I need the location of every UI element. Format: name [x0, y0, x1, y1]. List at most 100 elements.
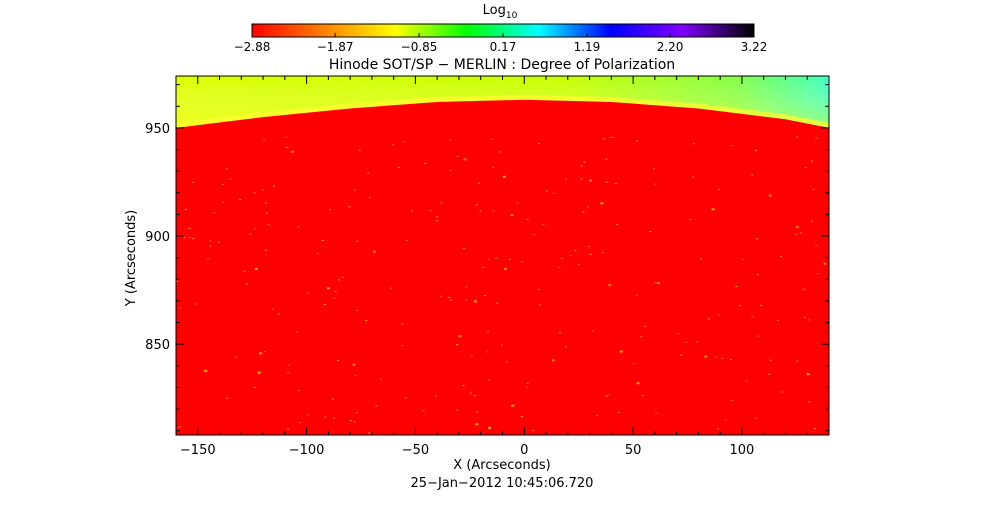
speckle [811, 160, 814, 162]
speckle [823, 262, 827, 265]
speckle [580, 178, 583, 180]
colorbar-tick-label: 0.17 [490, 40, 517, 54]
speckle [731, 400, 734, 402]
speckle [285, 136, 288, 138]
speckle [482, 266, 485, 268]
speckle [700, 258, 703, 260]
speckle [449, 299, 452, 301]
speckle [632, 363, 635, 365]
speckle [473, 395, 476, 397]
speckle [448, 296, 451, 298]
speckle [264, 202, 267, 204]
speckle [724, 419, 727, 421]
speckle [537, 289, 540, 291]
speckle [297, 390, 300, 392]
speckle [614, 182, 617, 184]
speckle [456, 344, 459, 346]
speckle [496, 302, 499, 304]
speckle [511, 404, 515, 407]
speckle [263, 139, 266, 141]
speckle [589, 179, 593, 182]
speckle [539, 304, 542, 306]
speckle [296, 331, 299, 333]
speckle [587, 246, 590, 248]
speckle [558, 332, 561, 334]
x-tick-label: −50 [402, 443, 429, 458]
speckle [483, 295, 486, 297]
speckle [757, 335, 760, 337]
speckle [429, 210, 432, 212]
speckle [253, 192, 256, 194]
speckle [606, 181, 609, 183]
timestamp-footer: 25−Jan−2012 10:45:06.720 [411, 476, 594, 491]
x-tick-label: 100 [730, 443, 755, 458]
speckle [245, 283, 248, 285]
speckle [718, 188, 721, 190]
speckle [207, 258, 210, 260]
speckle [478, 182, 481, 184]
speckle [356, 309, 359, 311]
speckle [463, 248, 466, 250]
speckle [545, 190, 548, 192]
speckle [531, 430, 534, 432]
colorbar: Log10 −2.88 −1.87 −0.85 0.17 1.19 2.20 3.22 [234, 3, 768, 54]
speckle [257, 371, 261, 374]
speckle [405, 239, 408, 241]
speckle [352, 363, 356, 366]
speckle [254, 267, 258, 270]
x-tick-label: −100 [289, 443, 325, 458]
speckle [287, 372, 290, 374]
speckle [259, 352, 263, 355]
speckle [225, 168, 228, 170]
speckle [816, 273, 819, 275]
speckle [473, 300, 477, 303]
speckle [176, 280, 179, 282]
speckle [486, 351, 489, 353]
x-tick-label: −150 [180, 443, 216, 458]
speckle [745, 380, 748, 382]
speckle [307, 414, 310, 416]
speckle [287, 428, 290, 430]
speckle [353, 421, 356, 423]
speckle [503, 267, 507, 270]
speckle [404, 397, 407, 399]
speckle [607, 394, 610, 396]
speckle [677, 332, 680, 334]
speckle [492, 166, 495, 168]
speckle [264, 249, 267, 251]
speckle [495, 257, 498, 259]
speckle [558, 267, 561, 269]
speckle [209, 245, 212, 247]
speckle [488, 426, 492, 429]
speckle [577, 264, 580, 266]
speckle [188, 228, 191, 230]
speckle [435, 220, 438, 222]
speckle [520, 261, 523, 263]
speckle [337, 279, 340, 281]
speckle [239, 199, 242, 201]
speckle [526, 386, 529, 388]
x-axis-label: X (Arcseconds) [453, 458, 550, 473]
speckle [229, 178, 232, 180]
speckle [806, 373, 810, 376]
speckle [354, 375, 357, 377]
speckle [333, 417, 336, 419]
speckle [815, 245, 818, 247]
polarization-speckles [176, 136, 827, 434]
speckle [192, 238, 195, 240]
speckle [324, 416, 327, 418]
speckle [751, 316, 754, 318]
speckle [649, 231, 652, 233]
speckle [254, 228, 257, 230]
colorbar-tick-label: −2.88 [234, 40, 271, 54]
speckle [564, 346, 567, 348]
x-tick-label: 50 [625, 443, 642, 458]
speckle [538, 143, 541, 145]
speckle [542, 223, 545, 225]
colorbar-tick-label: 2.20 [657, 40, 684, 54]
speckle [656, 282, 660, 285]
speckle [411, 210, 414, 212]
speckle [814, 428, 817, 430]
speckle [488, 379, 491, 381]
speckle [729, 359, 732, 361]
